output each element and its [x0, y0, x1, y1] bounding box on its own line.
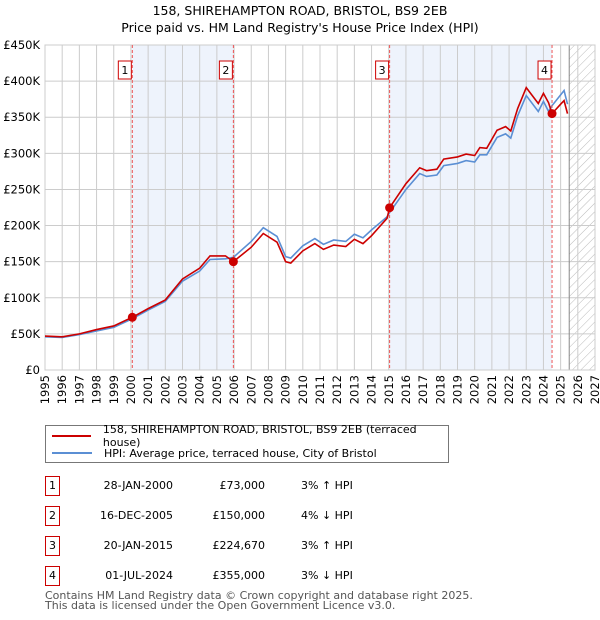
x-tick-label: 2001 — [141, 375, 155, 404]
sale-price: £355,000 — [212, 569, 266, 582]
y-tick-label: £350K — [3, 110, 40, 124]
x-tick-label: 2025 — [554, 375, 568, 404]
y-tick-label: £0 — [25, 363, 40, 377]
x-tick-label: 2003 — [176, 375, 190, 404]
sale-date: 28-JAN-2000 — [103, 479, 173, 492]
x-tick-label: 2010 — [296, 375, 310, 404]
x-tick-label: 1995 — [38, 375, 52, 404]
x-tick-label: 2022 — [502, 375, 516, 404]
legend-label: HPI: Average price, terraced house, City… — [104, 446, 377, 460]
legend-swatch-blue — [52, 452, 92, 454]
x-tick-label: 2018 — [433, 375, 447, 404]
sale-hpi-diff: 3% ↑ HPI — [301, 539, 353, 552]
sale-point — [228, 257, 238, 267]
x-tick-label: 2000 — [124, 375, 138, 404]
x-tick-label: 2005 — [210, 375, 224, 404]
x-tick-label: 2024 — [536, 375, 550, 404]
x-tick-label: 2020 — [468, 375, 482, 404]
x-tick-label: 2011 — [313, 375, 327, 404]
sale-number-badge: 1 — [45, 476, 60, 496]
sale-row: 4 01-JUL-2024 £355,000 3% ↓ HPI — [45, 566, 405, 586]
sale-hpi-diff: 3% ↓ HPI — [301, 569, 353, 582]
chart-title: 158, SHIREHAMPTON ROAD, BRISTOL, BS9 2EB — [152, 3, 448, 18]
x-tick-label: 2021 — [485, 375, 499, 404]
hpi-line — [44, 88, 569, 339]
legend-item-hpi: HPI: Average price, terraced house, City… — [46, 445, 377, 461]
x-tick-label: 2026 — [571, 375, 585, 404]
y-tick-label: £100K — [3, 291, 40, 305]
x-tick-label: 2017 — [416, 375, 430, 404]
sale-point — [127, 312, 137, 322]
sale-point — [547, 109, 557, 119]
sale-number-box — [375, 60, 390, 80]
y-tick-label: £50K — [11, 327, 41, 341]
y-tick-label: £150K — [3, 255, 40, 269]
x-tick-label: 2014 — [365, 375, 379, 404]
x-tick-label: 2019 — [451, 375, 465, 404]
sale-row: 1 28-JAN-2000 £73,000 3% ↑ HPI — [45, 476, 405, 496]
x-tick-label: 1997 — [72, 375, 86, 404]
y-tick-label: £450K — [3, 38, 40, 52]
x-tick-label: 2004 — [193, 375, 207, 404]
x-tick-label: 2027 — [588, 375, 600, 404]
x-tick-label: 2016 — [399, 375, 413, 404]
plot-border — [44, 44, 596, 371]
x-tick-label: 1999 — [107, 375, 121, 404]
sale-number-box — [117, 60, 132, 80]
chart-subtitle: Price paid vs. HM Land Registry's House … — [121, 20, 479, 35]
x-tick-label: 1998 — [90, 375, 104, 404]
sale-price: £224,670 — [212, 539, 266, 552]
sale-price: £73,000 — [219, 479, 266, 492]
sale-number-label: 4 — [541, 64, 548, 77]
sale-point — [385, 203, 395, 213]
sale-row: 3 20-JAN-2015 £224,670 3% ↑ HPI — [45, 536, 405, 556]
sale-date: 20-JAN-2015 — [103, 539, 173, 552]
x-tick-label: 2015 — [382, 375, 396, 404]
sale-hpi-diff: 4% ↓ HPI — [301, 509, 353, 522]
sale-number-label: 2 — [222, 64, 229, 77]
legend-label: 158, SHIREHAMPTON ROAD, BRISTOL, BS9 2EB… — [102, 423, 417, 449]
sale-number-badge: 3 — [45, 536, 60, 556]
x-tick-label: 2006 — [227, 375, 241, 404]
forecast-hatch — [569, 45, 595, 370]
x-tick-label: 1996 — [55, 375, 69, 404]
sale-date: 16-DEC-2005 — [99, 509, 173, 522]
y-tick-label: £200K — [3, 219, 40, 233]
sale-price: £150,000 — [212, 509, 266, 522]
x-tick-label: 2002 — [158, 375, 172, 404]
shade-region — [389, 45, 553, 370]
sale-number-label: 3 — [379, 64, 386, 77]
sale-number-box — [537, 60, 552, 80]
sale-date: 01-JUL-2024 — [105, 569, 173, 582]
legend-swatch-red — [52, 435, 91, 437]
sale-row: 2 16-DEC-2005 £150,000 4% ↓ HPI — [45, 506, 405, 526]
sale-number-box — [218, 60, 233, 80]
x-tick-label: 2008 — [261, 375, 275, 404]
x-tick-label: 2013 — [347, 375, 361, 404]
x-tick-label: 2007 — [244, 375, 258, 404]
price-chart: £0 £50K £100K £150K £200K £250K £300K £350K £400… — [3, 38, 600, 404]
y-tick-label: £300K — [3, 146, 40, 160]
x-tick-label: 2012 — [330, 375, 344, 404]
property-line — [44, 86, 569, 338]
y-tick-label: £250K — [3, 182, 40, 196]
x-tick-label: 2023 — [519, 375, 533, 404]
chart-legend: 158, SHIREHAMPTON ROAD, BRISTOL, BS9 2EB… — [45, 423, 449, 463]
footer-licence: This data is licensed under the Open Gov… — [45, 599, 396, 612]
sale-number-badge: 2 — [45, 506, 60, 526]
footer-copyright: Contains HM Land Registry data © Crown c… — [45, 589, 473, 602]
x-tick-label: 2009 — [279, 375, 293, 404]
sale-number-label: 1 — [121, 64, 128, 77]
y-tick-label: £400K — [3, 74, 40, 88]
sale-hpi-diff: 3% ↑ HPI — [301, 479, 353, 492]
legend-item-property: 158, SHIREHAMPTON ROAD, BRISTOL, BS9 2EB… — [46, 423, 448, 449]
sale-number-badge: 4 — [45, 566, 60, 586]
